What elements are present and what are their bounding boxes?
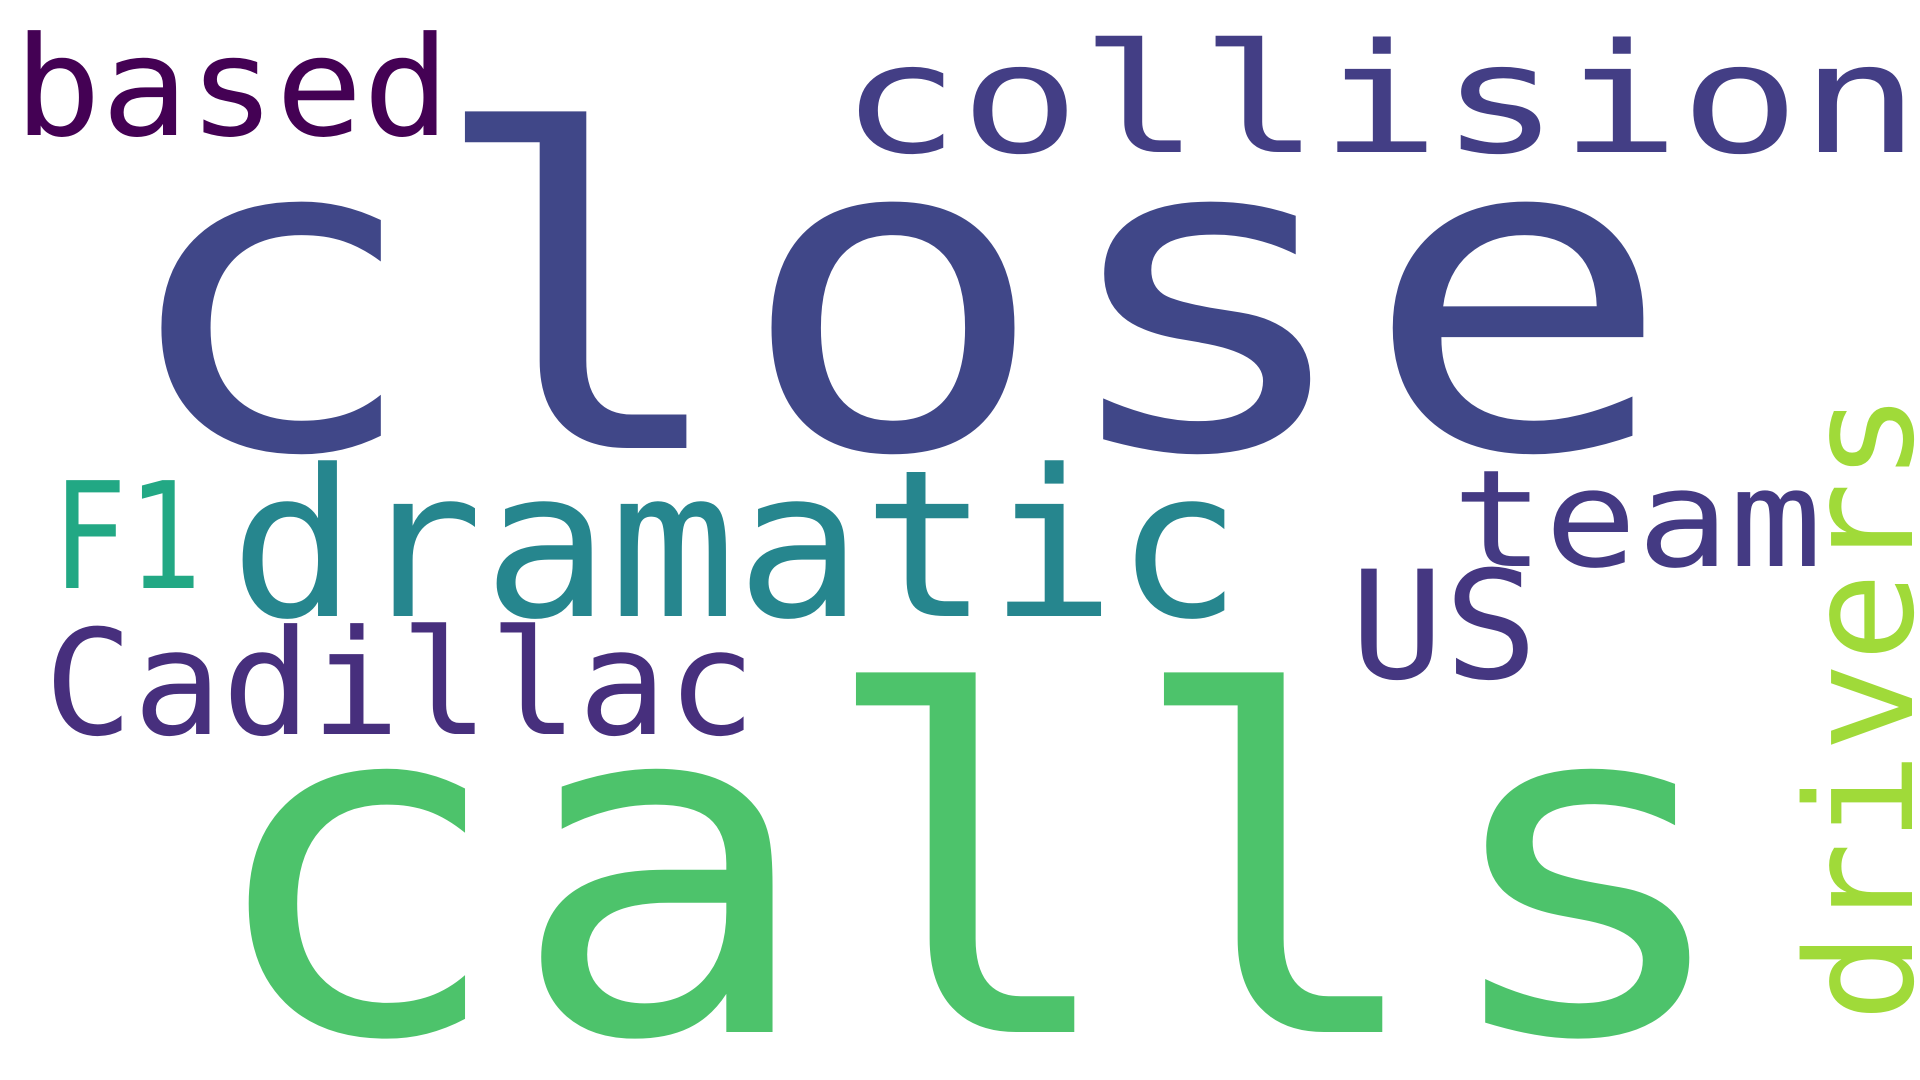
word-drivers: drivers (1775, 392, 1920, 1022)
word-based: based (14, 7, 450, 168)
word-team: team (1452, 441, 1822, 598)
word-us: US (1350, 540, 1538, 714)
word-f1: F1 (52, 451, 202, 623)
word-cadillac: Cadillac (44, 599, 756, 769)
word-calls: calls (200, 596, 1740, 1080)
word-dramatic: dramatic (230, 427, 1242, 665)
word-close: close (112, 40, 1674, 552)
word-collision: collision (840, 11, 1920, 188)
